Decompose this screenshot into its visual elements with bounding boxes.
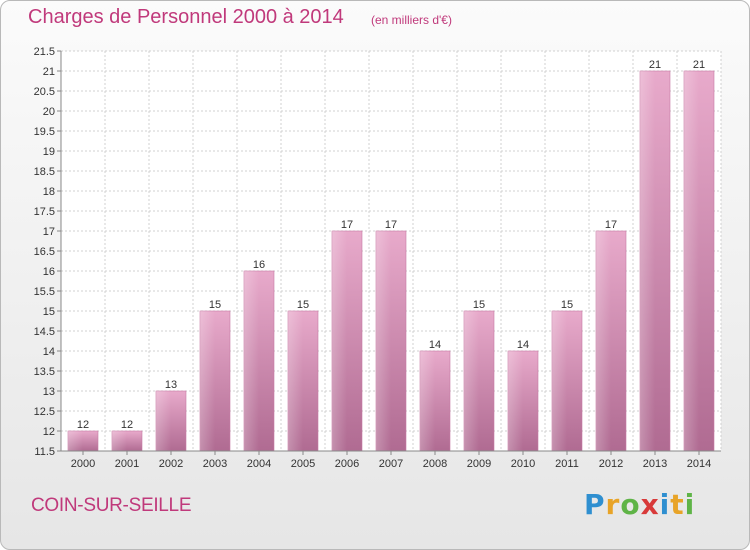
y-tick-label: 17.5	[34, 206, 55, 218]
y-tick-label: 21.5	[34, 46, 55, 58]
bar-highlight	[596, 231, 611, 451]
y-tick-label: 20	[43, 106, 55, 118]
x-tick-label: 2000	[71, 458, 95, 470]
data-label: 16	[253, 259, 265, 271]
x-tick-label: 2007	[379, 458, 403, 470]
bar-highlight	[420, 351, 435, 451]
x-tick-label: 2004	[247, 458, 271, 470]
y-tick-label: 16	[43, 266, 55, 278]
commune-name: COIN-SUR-SEILLE	[31, 495, 192, 516]
bar-highlight	[244, 271, 259, 451]
y-tick-label: 15.5	[34, 286, 55, 298]
data-label: 15	[473, 299, 485, 311]
x-tick-label: 2005	[291, 458, 315, 470]
x-tick-label: 2003	[203, 458, 227, 470]
logo-letter: i	[659, 488, 671, 521]
x-tick-label: 2012	[599, 458, 623, 470]
data-label: 17	[385, 219, 397, 231]
y-tick-label: 12.5	[34, 406, 55, 418]
y-tick-label: 17	[43, 226, 55, 238]
y-tick-label: 18	[43, 186, 55, 198]
bar-highlight	[200, 311, 215, 451]
proxiti-logo: Proxiti	[584, 488, 695, 521]
bar-highlight	[684, 71, 699, 451]
logo-letter: r	[605, 488, 621, 521]
x-tick-label: 2002	[159, 458, 183, 470]
data-label: 15	[209, 299, 221, 311]
data-label: 17	[605, 219, 617, 231]
y-tick-label: 19	[43, 146, 55, 158]
logo-letter: o	[620, 488, 641, 521]
y-tick-label: 15	[43, 306, 55, 318]
y-tick-label: 21	[43, 66, 55, 78]
bar-highlight	[640, 71, 655, 451]
data-label: 12	[77, 419, 89, 431]
y-tick-label: 19.5	[34, 126, 55, 138]
bar-highlight	[552, 311, 567, 451]
x-tick-label: 2010	[511, 458, 535, 470]
chart-subtitle: (en milliers d'€)	[371, 13, 452, 27]
x-tick-label: 2011	[555, 458, 579, 470]
data-label: 12	[121, 419, 133, 431]
x-tick-label: 2014	[687, 458, 711, 470]
logo-letter: x	[640, 488, 660, 521]
chart-title: Charges de Personnel 2000 à 2014	[28, 6, 344, 28]
bar-highlight	[508, 351, 523, 451]
y-tick-label: 18.5	[34, 166, 55, 178]
bar-highlight	[68, 431, 83, 451]
x-tick-label: 2006	[335, 458, 359, 470]
y-tick-label: 13	[43, 386, 55, 398]
data-label: 15	[561, 299, 573, 311]
bar-highlight	[288, 311, 303, 451]
data-label: 13	[165, 379, 177, 391]
data-label: 21	[649, 59, 661, 71]
logo-letter: i	[684, 488, 696, 521]
x-tick-label: 2008	[423, 458, 447, 470]
y-tick-label: 16.5	[34, 246, 55, 258]
bar-highlight	[156, 391, 171, 451]
bar-highlight	[332, 231, 347, 451]
data-label: 15	[297, 299, 309, 311]
y-tick-label: 13.5	[34, 366, 55, 378]
y-tick-label: 12	[43, 426, 55, 438]
y-tick-label: 11.5	[34, 446, 55, 458]
data-label: 17	[341, 219, 353, 231]
data-label: 21	[693, 59, 705, 71]
bar-highlight	[464, 311, 479, 451]
logo-letter: t	[670, 488, 685, 521]
logo-letter: P	[584, 488, 606, 521]
y-tick-label: 20.5	[34, 86, 55, 98]
bar-highlight	[112, 431, 127, 451]
x-tick-label: 2009	[467, 458, 491, 470]
y-tick-label: 14	[43, 346, 55, 358]
y-tick-label: 14.5	[34, 326, 55, 338]
data-label: 14	[517, 339, 529, 351]
data-label: 14	[429, 339, 441, 351]
x-tick-label: 2013	[643, 458, 667, 470]
x-tick-label: 2001	[115, 458, 139, 470]
bar-highlight	[376, 231, 391, 451]
